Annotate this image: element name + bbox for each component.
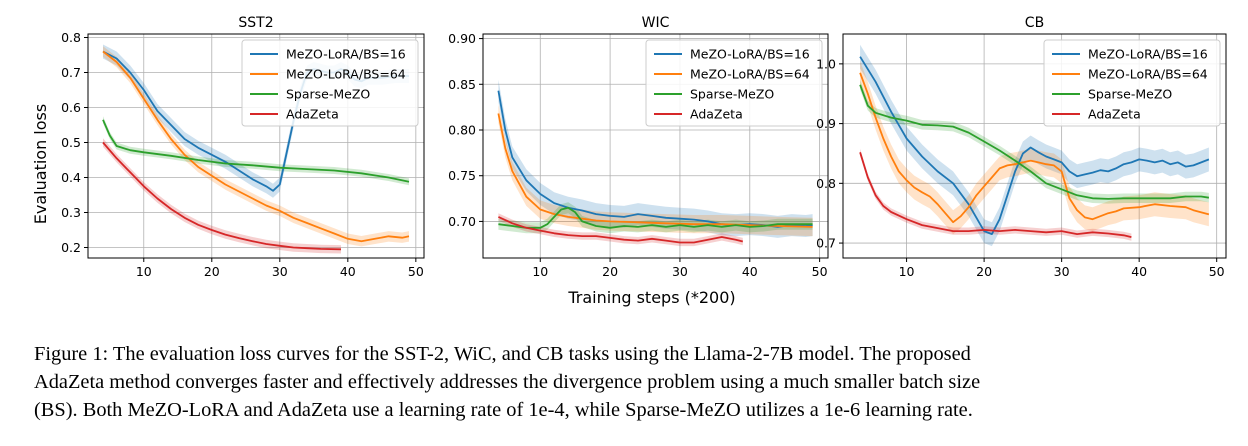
series-line-adazeta — [859, 152, 1132, 238]
x-tick-label: 50 — [408, 264, 424, 279]
legend-entry: Sparse-MeZO — [690, 87, 774, 102]
legend-entry: Sparse-MeZO — [1088, 87, 1172, 102]
series-band-adazeta — [860, 148, 1132, 241]
y-axis-label: Evaluation loss — [31, 104, 50, 224]
x-tick-label: 20 — [602, 264, 618, 279]
y-tick-label: 0.4 — [61, 170, 81, 185]
legend-entry: AdaZeta — [690, 107, 743, 122]
y-tick-label: 0.90 — [448, 31, 476, 46]
x-tick-label: 40 — [340, 264, 356, 279]
panel-title: WIC — [642, 15, 670, 31]
caption-line: (BS). Both MeZO-LoRA and AdaZeta use a l… — [34, 399, 973, 421]
y-tick-label: 0.5 — [61, 135, 81, 150]
y-tick-label: 0.2 — [61, 240, 81, 255]
y-tick-label: 0.6 — [61, 100, 81, 115]
figure-canvas: 10 20 30 40 50 0.2 0.3 0.4 0.5 0.6 0.7 0.8 SST2 MeZO-… — [31, 15, 1227, 307]
panel-title: SST2 — [238, 15, 273, 31]
y-tick-label: 0.3 — [61, 205, 81, 220]
legend-entry: MeZO-LoRA/BS=16 — [1088, 47, 1208, 62]
series-line-mezo-lora-bs-64 — [497, 113, 813, 228]
legend-entry: MeZO-LoRA/BS=16 — [690, 47, 810, 62]
legend-entry: MeZO-LoRA/BS=16 — [286, 47, 406, 62]
y-tick-label: 1.0 — [816, 56, 836, 71]
legend-entry: MeZO-LoRA/BS=64 — [1088, 67, 1208, 82]
y-tick-label: 0.70 — [448, 214, 476, 229]
series-line-adazeta — [102, 141, 342, 251]
series-band-mezo-lora-bs-16 — [498, 79, 813, 238]
panel-cb: 10 20 30 40 50 0.7 0.8 0.9 1.0 CB MeZO-LoRA/BS=16 M… — [816, 15, 1227, 279]
x-tick-label: 40 — [742, 264, 758, 279]
y-tick-label: 0.75 — [448, 168, 476, 183]
series-band-mezo-lora-bs-16 — [860, 44, 1209, 247]
legend-box — [1043, 39, 1221, 127]
series-line-adazeta — [498, 216, 744, 244]
series-line-sparse-mezo — [102, 119, 410, 183]
series-band-adazeta — [103, 138, 341, 254]
legend-entry: AdaZeta — [286, 107, 339, 122]
panel-title: CB — [1025, 15, 1044, 31]
legend-box — [645, 39, 823, 127]
x-tick-label: 50 — [1209, 264, 1225, 279]
y-tick-label: 0.7 — [816, 236, 836, 251]
legend-entry: Sparse-MeZO — [286, 87, 370, 102]
panel-sst2: 10 20 30 40 50 0.2 0.3 0.4 0.5 0.6 0.7 0.8 SST2 MeZO-… — [61, 15, 425, 279]
legend-entry: AdaZeta — [1088, 107, 1141, 122]
x-tick-label: 40 — [1131, 264, 1147, 279]
figure-caption: Figure 1: The evaluation loss curves for… — [34, 340, 1216, 424]
series-line-sparse-mezo — [859, 84, 1210, 200]
y-tick-label: 0.7 — [61, 65, 81, 80]
x-tick-label: 30 — [672, 264, 688, 279]
plot-frame — [87, 33, 425, 259]
series-band-mezo-lora-bs-16 — [103, 44, 409, 198]
x-tick-label: 10 — [899, 264, 915, 279]
caption-line: Figure 1: The evaluation loss curves for… — [34, 343, 971, 365]
y-tick-label: 0.85 — [448, 77, 476, 92]
panel-wic: 10 20 30 40 50 0.70 0.75 0.80 0.85 0.90 WIC MeZO-Lo… — [448, 15, 829, 279]
y-tick-label: 0.8 — [816, 176, 836, 191]
series-line-mezo-lora-bs-64 — [102, 50, 410, 243]
x-tick-label: 10 — [532, 264, 548, 279]
x-tick-label: 30 — [272, 264, 288, 279]
x-tick-label: 20 — [976, 264, 992, 279]
plot-frame — [842, 33, 1227, 259]
series-band-mezo-lora-bs-64 — [498, 104, 813, 237]
series-band-mezo-lora-bs-64 — [860, 60, 1209, 235]
legend-entry: MeZO-LoRA/BS=64 — [286, 67, 406, 82]
y-tick-label: 0.8 — [61, 30, 81, 45]
x-axis-label: Training steps (*200) — [567, 288, 735, 307]
y-tick-label: 0.80 — [448, 123, 476, 138]
x-tick-label: 20 — [204, 264, 220, 279]
caption-line: AdaZeta method converges faster and effe… — [34, 371, 981, 393]
series-band-sparse-mezo — [103, 116, 409, 186]
legend-box — [241, 39, 419, 127]
series-line-sparse-mezo — [498, 206, 813, 229]
x-tick-label: 10 — [136, 264, 152, 279]
x-tick-label: 30 — [1054, 264, 1070, 279]
series-line-mezo-lora-bs-64 — [859, 72, 1210, 224]
series-band-sparse-mezo — [860, 80, 1209, 204]
series-line-mezo-lora-bs-16 — [859, 56, 1210, 235]
y-tick-label: 0.9 — [816, 116, 836, 131]
x-tick-label: 50 — [812, 264, 828, 279]
plot-frame — [482, 33, 829, 259]
legend-entry: MeZO-LoRA/BS=64 — [690, 67, 810, 82]
